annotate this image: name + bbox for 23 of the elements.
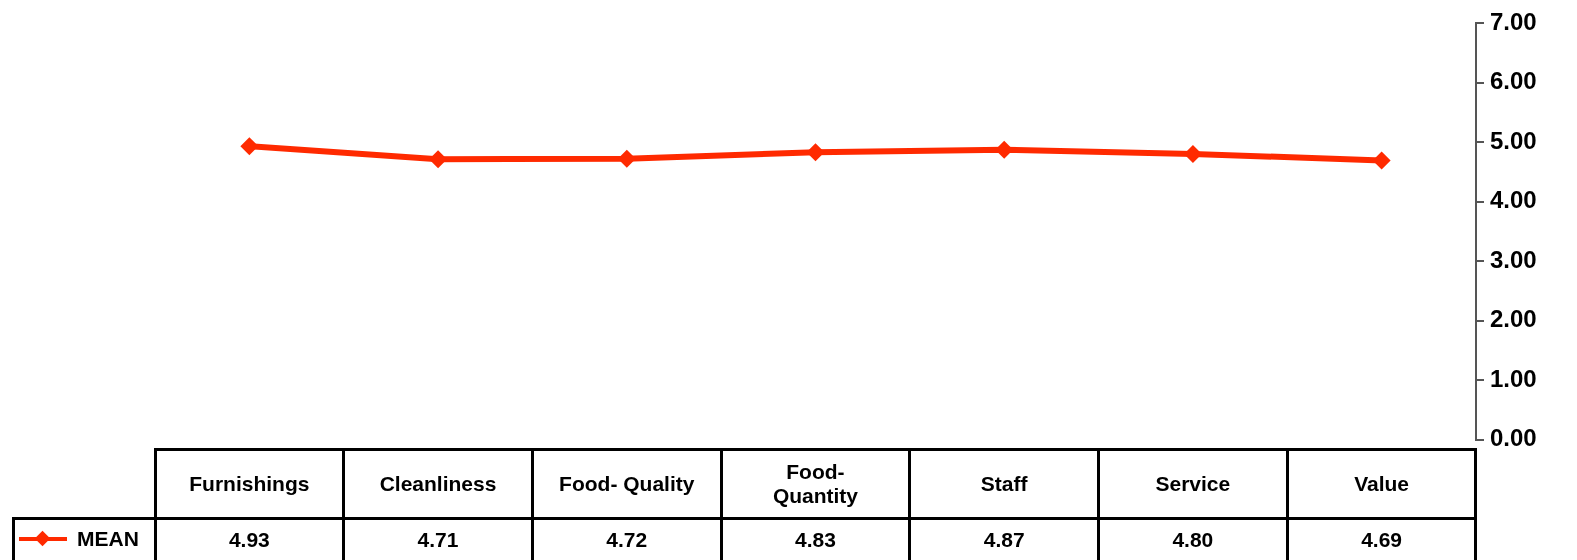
data-label: 4.80 (1098, 518, 1288, 560)
y-tick-label: 1.00 (1490, 364, 1537, 392)
data-label: 4.83 (721, 518, 910, 560)
y-tick-label: 6.00 (1490, 67, 1537, 95)
y-tick-label: 3.00 (1490, 245, 1537, 273)
data-label: 4.69 (1287, 518, 1476, 560)
x-tick-label: Furnishings (155, 449, 344, 518)
data-label: 4.93 (155, 518, 344, 560)
x-tick-label: Value (1287, 449, 1476, 518)
x-tick-label: Food- Quality (532, 449, 722, 518)
y-tick-label: 2.00 (1490, 305, 1537, 333)
data-label: 4.87 (909, 518, 1099, 560)
x-tick-label: Cleanliness (343, 449, 533, 518)
x-tick-label: Food- Quantity (721, 449, 910, 518)
data-label: 4.72 (532, 518, 722, 560)
y-tick-label: 0.00 (1490, 424, 1537, 452)
y-tick-label: 5.00 (1490, 126, 1537, 154)
x-tick-label: Service (1098, 449, 1288, 518)
legend-label: MEAN (77, 527, 139, 551)
x-tick-label: Staff (909, 449, 1099, 518)
data-label: 4.71 (343, 518, 533, 560)
y-tick-label: 4.00 (1490, 186, 1537, 214)
y-tick-label: 7.00 (1490, 7, 1537, 35)
